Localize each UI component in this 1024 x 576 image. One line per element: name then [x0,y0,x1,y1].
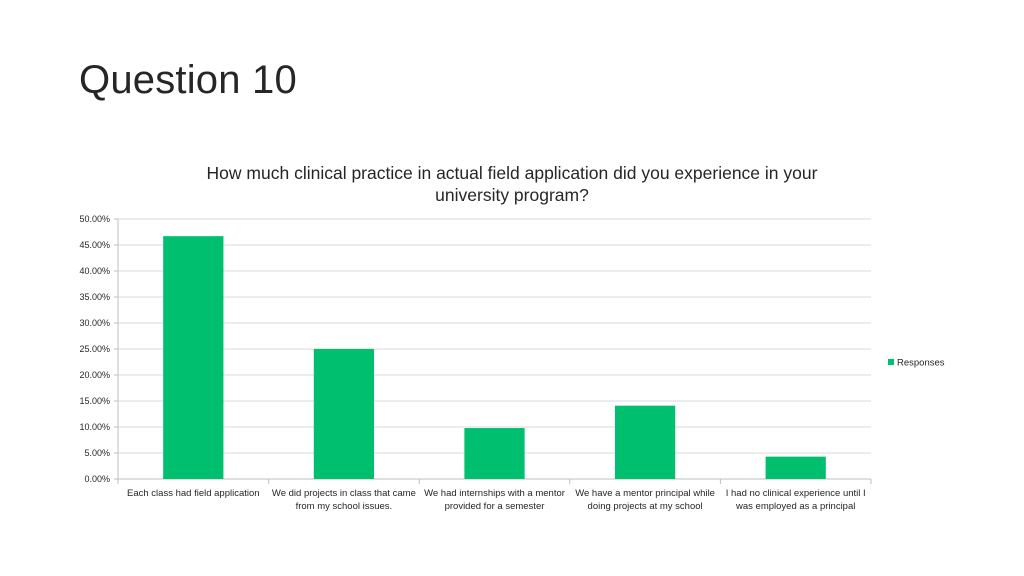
x-category-label: We have a mentor principal while [575,488,715,499]
x-category-label: We did projects in class that came [272,488,416,499]
y-tick-label: 35.00% [79,292,110,302]
legend-swatch [888,359,894,365]
legend: Responses [888,358,945,369]
x-category-label: Each class had field application [127,488,260,499]
y-axis: 0.00% 5.00% 10.00% 15.00% 20.00% 25.00% 30.00%… [79,214,119,484]
bar [313,349,375,479]
x-category-label: was employed as a principal [735,501,855,512]
chart-title: How much clinical practice in actual fie… [207,163,818,205]
y-tick-label: 40.00% [79,266,110,276]
chart-title-line: university program? [435,185,589,205]
y-tick-label: 10.00% [79,422,110,432]
x-category-label: I had no clinical experience until I [726,488,866,499]
y-tick-label: 30.00% [79,318,110,328]
y-tick-label: 0.00% [84,474,110,484]
x-category-label: provided for a semester [445,501,545,512]
y-tick-label: 5.00% [84,448,110,458]
y-tick-label: 25.00% [79,344,110,354]
legend-label: Responses [897,358,945,369]
bar [464,428,525,479]
y-tick-label: 20.00% [79,370,110,380]
slide-title: Question 10 [79,58,297,102]
y-tick-label: 45.00% [79,240,110,250]
x-category-label: from my school issues. [296,501,393,512]
grid-lines [118,218,871,454]
bars [163,236,826,479]
bar [614,405,676,479]
chart-title-line: How much clinical practice in actual fie… [207,163,818,183]
x-category-label: doing projects at my school [588,501,703,512]
bar [765,456,826,479]
y-tick-label: 15.00% [79,396,110,406]
y-tick-label: 50.00% [79,214,110,224]
x-category-label: We had internships with a mentor [424,488,565,499]
bar [163,236,224,479]
x-axis: Each class had field application We did p… [117,478,872,512]
